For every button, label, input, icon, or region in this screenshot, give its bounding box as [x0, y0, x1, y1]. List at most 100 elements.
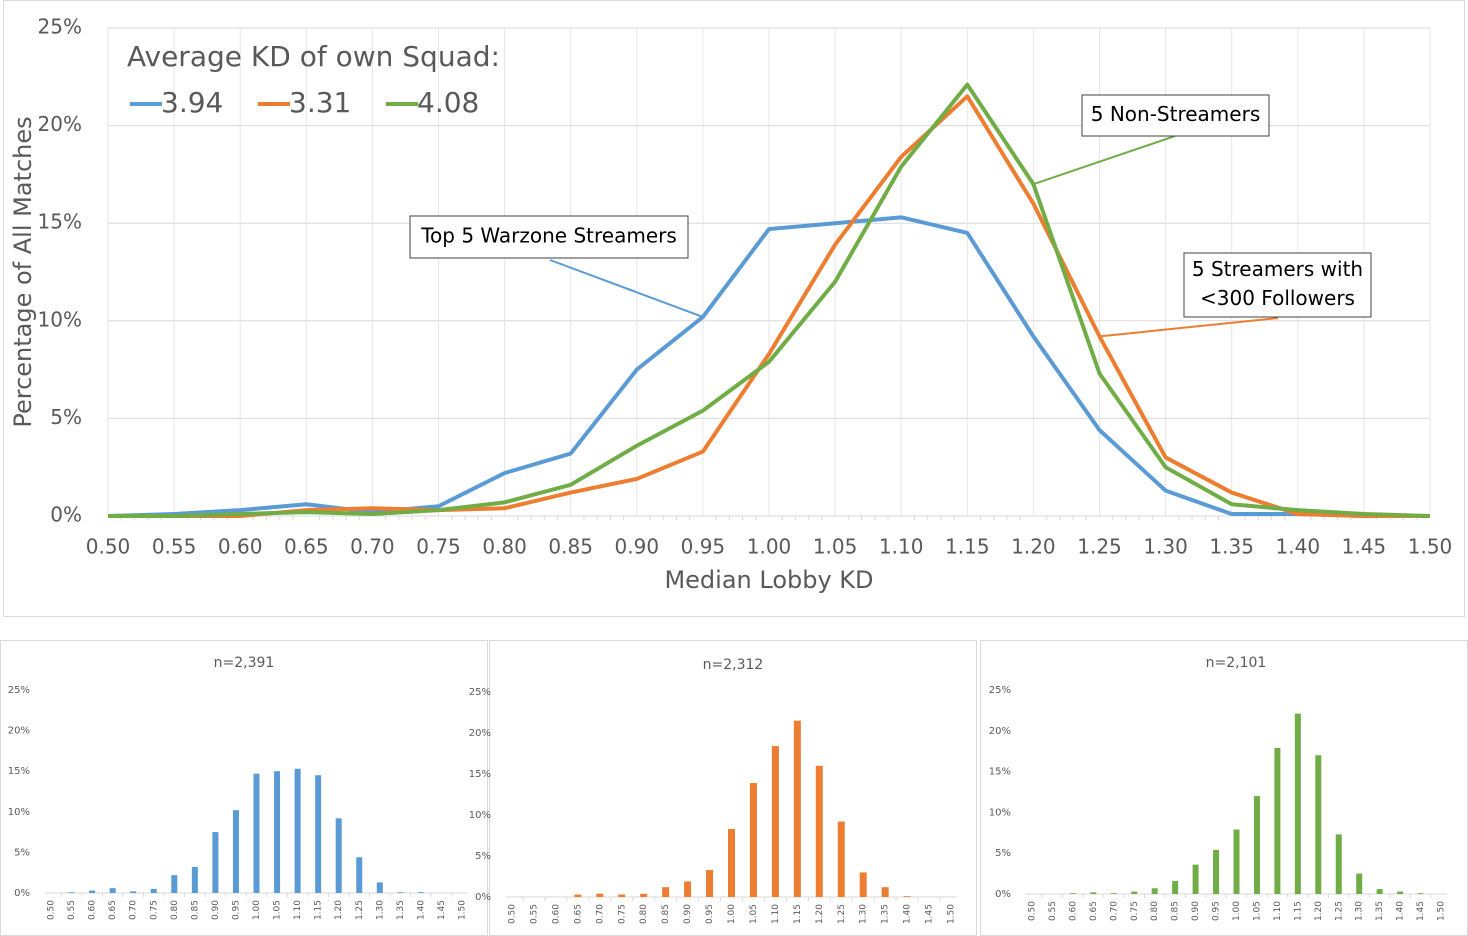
x-tick-label: 1.25 [837, 904, 847, 924]
bar [1192, 864, 1199, 894]
x-tick-label: 1.05 [813, 535, 858, 559]
y-tick-label: 10% [8, 807, 30, 818]
x-tick-label: 0.80 [482, 535, 527, 559]
y-tick-label: 20% [989, 726, 1011, 737]
y-tick-label: 5% [995, 848, 1011, 859]
bar [212, 832, 219, 893]
y-tick-label: 0% [14, 888, 30, 899]
bar [706, 869, 714, 897]
x-tick-label: 1.05 [749, 904, 759, 924]
x-tick-label: 0.75 [617, 904, 627, 924]
annotation-box [1183, 252, 1372, 318]
y-tick-label: 10% [989, 807, 1011, 818]
x-tick-label: 0.90 [211, 900, 221, 920]
bar [1356, 873, 1363, 894]
annotation-leader [1033, 135, 1176, 186]
bar [837, 821, 845, 897]
annotation-text: 5 Non-Streamers [1091, 102, 1260, 126]
x-tick-label: 0.70 [129, 900, 139, 920]
x-tick-label: 1.10 [771, 904, 781, 924]
x-axis-title: Median Lobby KD [664, 566, 873, 594]
x-tick-label: 1.30 [375, 900, 385, 920]
bar [574, 894, 582, 897]
bar [1172, 880, 1179, 894]
x-tick-label: 0.75 [416, 535, 461, 559]
x-tick-label: 1.50 [1437, 901, 1447, 921]
legend-label: 3.31 [289, 86, 351, 119]
legend-label: 4.08 [417, 86, 479, 119]
bar [397, 892, 404, 893]
bar [1131, 891, 1138, 894]
bar [1213, 849, 1220, 894]
bar [793, 720, 801, 897]
bar [315, 775, 322, 893]
x-tick-label: 0.90 [1191, 901, 1201, 921]
x-tick-label: 0.90 [615, 535, 660, 559]
y-tick-label: 0% [995, 889, 1011, 900]
x-tick-label: 0.60 [218, 535, 263, 559]
x-tick-label: 1.45 [1342, 535, 1387, 559]
bar [191, 867, 198, 893]
x-tick-label: 0.60 [551, 904, 561, 924]
chart-title: n=2,312 [703, 657, 764, 673]
panel [980, 640, 1468, 936]
bar [1376, 889, 1383, 894]
bar [335, 818, 342, 893]
x-tick-label: 1.40 [1396, 901, 1406, 921]
y-tick-label: 5% [50, 405, 82, 429]
x-tick-label: 0.95 [681, 535, 726, 559]
x-tick-label: 0.85 [548, 535, 593, 559]
x-tick-label: 0.75 [1130, 901, 1140, 921]
x-tick-label: 1.15 [793, 904, 803, 924]
series-line [107, 215, 1430, 518]
x-tick-label: 1.00 [747, 535, 792, 559]
legend-title: Average KD of own Squad: [127, 40, 500, 73]
x-tick-label: 1.00 [1232, 901, 1242, 921]
bar [1315, 755, 1322, 894]
bar [150, 888, 157, 893]
bar [640, 893, 648, 897]
bar [1417, 893, 1424, 894]
x-tick-label: 1.10 [1273, 901, 1283, 921]
bar [68, 892, 75, 893]
bar [728, 828, 735, 897]
bar [903, 896, 911, 897]
y-tick-label: 25% [8, 685, 30, 696]
bar [1294, 713, 1301, 894]
y-tick-label: 5% [475, 851, 491, 862]
x-tick-label: 0.50 [508, 904, 518, 924]
x-tick-label: 1.50 [947, 904, 957, 924]
x-tick-label: 1.15 [314, 900, 324, 920]
y-tick-label: 10% [469, 810, 491, 821]
x-tick-label: 0.95 [231, 900, 241, 920]
y-tick-label: 25% [38, 15, 82, 39]
y-tick-label: 20% [469, 728, 491, 739]
annotation-box [409, 215, 689, 259]
x-tick-label: 1.40 [1276, 535, 1321, 559]
x-tick-label: 1.20 [334, 900, 344, 920]
y-tick-label: 5% [14, 847, 30, 858]
x-tick-label: 1.45 [437, 900, 447, 920]
x-tick-label: 0.80 [1150, 901, 1160, 921]
annotation-text: Top 5 Warzone Streamers [420, 224, 677, 248]
bar [684, 881, 692, 897]
x-tick-label: 1.10 [879, 535, 924, 559]
x-tick-label: 1.15 [945, 535, 990, 559]
x-tick-label: 0.55 [67, 900, 77, 920]
bar [274, 771, 281, 893]
x-tick-label: 1.45 [1416, 901, 1426, 921]
x-tick-label: 1.35 [1209, 535, 1254, 559]
annotation-text: 5 Streamers with [1192, 257, 1363, 281]
x-tick-label: 1.05 [1252, 901, 1262, 921]
x-tick-label: 1.30 [859, 904, 869, 924]
x-tick-label: 0.55 [529, 904, 539, 924]
bar [171, 875, 178, 893]
bar [662, 887, 670, 897]
bar [1233, 829, 1240, 894]
bar [771, 746, 779, 897]
x-tick-label: 1.00 [727, 904, 737, 924]
y-tick-label: 15% [8, 766, 30, 777]
bar [881, 887, 889, 897]
bar [376, 882, 383, 893]
